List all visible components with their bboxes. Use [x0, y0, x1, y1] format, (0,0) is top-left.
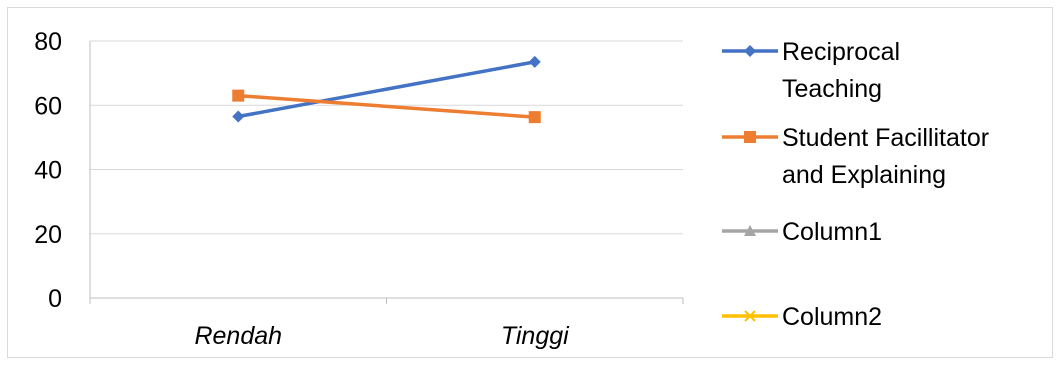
legend-label: Column1 — [782, 218, 882, 246]
series-line-2 — [238, 93, 535, 119]
x-category-label: Rendah — [194, 322, 282, 350]
x-category-label: Tinggi — [501, 322, 570, 350]
y-tick-label: 20 — [34, 221, 62, 249]
y-tick-label: 0 — [48, 285, 62, 313]
data-point-2 — [232, 89, 245, 102]
legend-label: Reciprocal — [782, 38, 900, 66]
legend-label: Column2 — [782, 303, 882, 331]
y-tick-label: 40 — [34, 157, 62, 185]
legend-marker-2 — [744, 131, 756, 143]
data-point-2 — [528, 111, 541, 124]
data-point-1 — [232, 110, 245, 123]
legend-label: Teaching — [782, 75, 882, 103]
legend-label: and Explaining — [782, 161, 946, 189]
legend-marker-1 — [744, 45, 756, 57]
chart-frame — [7, 7, 1053, 358]
legend-marker-3 — [744, 225, 756, 236]
data-point-1 — [528, 55, 541, 68]
legend-label: Student Facillitator — [782, 124, 989, 152]
y-tick-label: 80 — [34, 28, 62, 56]
legend-marker-4 — [744, 310, 756, 322]
series-line-1 — [237, 60, 536, 119]
y-tick-label: 60 — [34, 92, 62, 120]
